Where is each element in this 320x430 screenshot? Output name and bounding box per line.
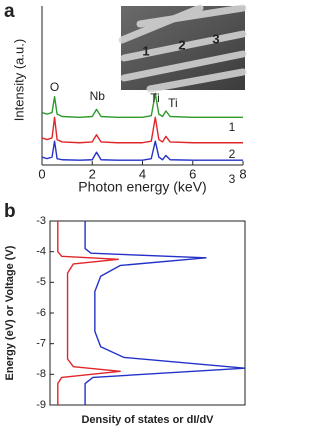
trace-label: 3 [229, 172, 236, 186]
peak-label: O [50, 80, 59, 94]
inset-label: 2 [178, 37, 185, 52]
y-tick-label: -7 [36, 338, 46, 350]
peak-label: Ti [168, 96, 178, 110]
x-axis-label: Density of states or dI/dV [81, 414, 214, 426]
inset-label: 1 [142, 43, 149, 58]
inset-label: 3 [212, 31, 219, 46]
x-tick-label: 2 [89, 166, 96, 181]
x-tick-label: 8 [239, 166, 246, 181]
data-line [84, 221, 246, 405]
x-tick-label: 4 [139, 166, 146, 181]
y-tick-label: -8 [36, 368, 46, 380]
y-tick-label: -4 [36, 246, 46, 258]
x-axis-label: Photon energy (keV) [78, 179, 206, 195]
data-line [57, 221, 121, 405]
x-tick-label: 0 [38, 166, 45, 181]
sem-inset [118, 4, 247, 93]
fibers [118, 4, 247, 93]
y-tick-label: -9 [36, 399, 46, 411]
y-tick-label: -5 [36, 276, 46, 288]
y-axis-label: Intensity (a.u.) [11, 39, 26, 121]
y-tick-label: -3 [36, 215, 46, 227]
y-tick-label: -6 [36, 307, 46, 319]
axes-frame [49, 220, 246, 406]
data-line [41, 140, 243, 161]
peak-label: Ti [150, 91, 160, 105]
data-line [41, 92, 243, 118]
trace-label: 1 [229, 120, 236, 134]
trace-label: 2 [229, 147, 236, 161]
y-axis-label: Energy (eV) or Voltage (V) [4, 245, 16, 380]
peak-label: Nb [90, 89, 106, 103]
figure: a 0 2 4 6 8 Photon energy (keV) Intensity (a.u.… [4, 1, 247, 426]
panel-label: b [4, 201, 16, 222]
x-tick-label: 6 [189, 166, 196, 181]
panel-label: a [4, 1, 15, 22]
data-line [41, 116, 243, 144]
